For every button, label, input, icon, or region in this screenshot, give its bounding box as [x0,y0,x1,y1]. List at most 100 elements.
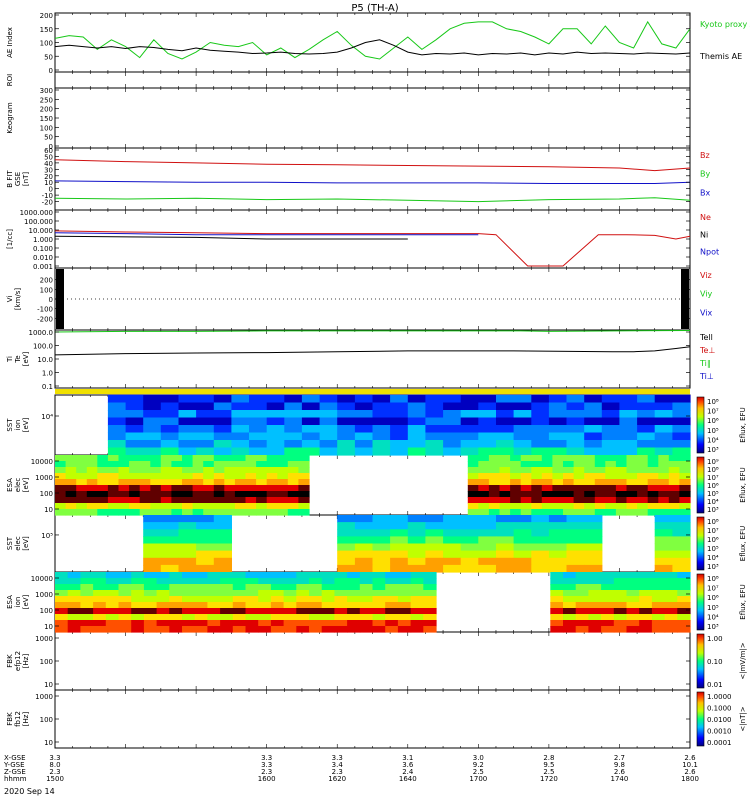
spectrogram-cell [443,395,462,404]
spectrogram-cell [298,455,310,462]
spectrogram-cell [410,602,424,609]
spectrogram-cell [150,455,162,462]
colorbar [696,691,705,747]
panel-frame-fbk_e [54,631,691,691]
spectrogram-cell [65,455,77,462]
panel-frame-temperature [54,329,691,389]
spectrogram-cell [258,584,272,591]
spectrogram-cell [76,473,88,480]
spectrogram-cell [359,584,374,591]
spectrogram-cell [410,626,424,633]
spectrogram-cell [182,608,196,615]
spectrogram-cell [203,503,215,510]
spectrogram-cell [256,491,268,498]
spectrogram-cell [182,572,196,579]
spectrogram-cell [207,602,221,609]
spectrogram-cell [672,447,691,456]
spectrogram-cell [347,614,361,621]
spectrogram-cell [548,402,568,411]
spectrogram-cell [637,425,656,434]
spectrogram-cell [372,417,391,426]
spectrogram-cell [270,578,285,585]
spectrogram-cell [86,491,98,498]
spectrogram-cell [287,467,299,474]
spectrogram-cell [178,447,197,456]
spectrogram-cell [156,614,170,621]
spectrogram-cell [256,455,268,462]
spectrogram-cell [425,447,444,456]
spectrogram-cell [672,440,691,449]
spectrogram-cell [105,590,120,597]
spectrogram-cell [284,395,303,404]
spectrogram-cell [65,497,77,504]
spectrogram-cell [541,479,553,486]
spectrogram-cell [192,491,204,498]
spectrogram-cell [220,608,234,615]
spectrogram-cell [194,572,208,579]
spectrogram-cell [194,602,208,609]
spectrogram-cell [55,455,67,462]
spectrogram-cell [548,543,568,552]
spectrogram-cell [613,614,628,621]
spectrogram-cell [467,485,479,492]
spectrogram-cell [658,491,670,498]
legend-entry: Viy [700,290,713,299]
spectrogram-cell [143,590,158,597]
spectrogram-cell [321,578,335,585]
spectrogram-cell [605,467,617,474]
spectrogram-cell [677,596,691,603]
spectrogram-cell [601,608,615,615]
spectrogram-cell [407,395,426,404]
legend-entry: Bz [700,151,710,160]
spectrogram-cell [107,509,120,516]
spectrogram-cell [287,473,299,480]
spectrogram-cell [385,590,399,597]
spectrogram-cell [478,417,497,426]
spectrogram-cell [654,417,673,426]
spectrogram-cell [372,395,391,404]
spectrogram-cell [55,467,67,474]
spectrogram-cell [672,529,691,537]
spectrogram-cell [563,584,577,591]
spectrogram-cell [143,572,158,579]
x-tick-value: 3.3 [332,754,343,762]
spectrogram-cell [266,509,278,516]
spectrogram-cell [298,485,310,492]
spectrogram-cell [337,440,356,449]
spectrogram-cell [213,417,232,426]
y-tick-label: 0.100 [33,245,53,253]
spectrogram-cell [196,417,215,426]
spectrogram-cell [531,467,543,474]
spectrogram-cell [337,447,356,456]
spectrogram-cell [298,503,310,510]
spectrogram-cell [443,564,462,573]
spectrogram-cell [626,479,638,486]
spectrogram-cell [410,578,424,585]
spectrogram-cell [287,509,299,516]
edge-fill [56,269,64,329]
spectrogram-cell [67,602,81,609]
spectrogram-cell [496,529,515,537]
spectrogram-cell [531,402,550,411]
spectrogram-cell [129,485,141,492]
y-axis-title: fb12 [14,711,22,727]
spectrogram-cell [93,596,107,603]
spectrogram-cell [301,425,321,434]
spectrogram-cell [460,410,479,419]
spectrogram-cell [160,417,179,426]
spectrogram-cell [283,626,297,633]
y-tick-label: 10.0 [37,356,53,364]
spectrogram-cell [668,491,680,498]
spectrogram-cell [385,620,399,627]
spectrogram-cell [97,455,109,462]
spectrogram-cell [496,522,515,530]
spectrogram-cell [588,620,602,627]
spectrogram-cell [203,485,215,492]
x-tick-time: 1500 [46,775,64,783]
colorbar-tick-label: 10⁴ [707,436,719,444]
spectrogram-cell [143,417,162,426]
spectrogram-cell [270,614,285,621]
spectrogram-cell [390,543,409,552]
colorbar-tick-label: 10⁵ [707,427,719,435]
